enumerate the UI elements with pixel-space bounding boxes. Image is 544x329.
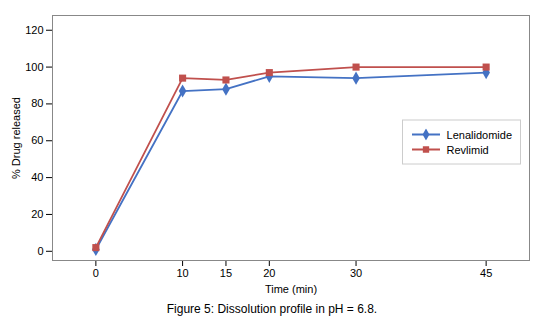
svg-text:80: 80 bbox=[31, 97, 43, 109]
html-text:Lenalidomide: Lenalidomide bbox=[446, 128, 512, 141]
svg-text:% Drug released: % Drug released bbox=[10, 97, 22, 179]
svg-text:60: 60 bbox=[31, 134, 43, 146]
html-text:Figure 5: Dissolution profile: Figure 5: Dissolution profile in pH = 6.… bbox=[166, 302, 378, 316]
svg-text:20: 20 bbox=[263, 267, 275, 279]
svg-text:15: 15 bbox=[220, 267, 232, 279]
svg-text:100: 100 bbox=[25, 61, 43, 73]
svg-text:0: 0 bbox=[37, 245, 43, 257]
svg-text:20: 20 bbox=[31, 208, 43, 220]
svg-text:10: 10 bbox=[176, 267, 188, 279]
svg-text:40: 40 bbox=[31, 171, 43, 183]
svg-text:120: 120 bbox=[25, 24, 43, 36]
svg-text:0: 0 bbox=[93, 267, 99, 279]
svg-text:45: 45 bbox=[480, 267, 492, 279]
html-text:Revlimid: Revlimid bbox=[446, 143, 489, 156]
svg-text:30: 30 bbox=[350, 267, 362, 279]
svg-text:Time (min): Time (min) bbox=[265, 283, 317, 295]
